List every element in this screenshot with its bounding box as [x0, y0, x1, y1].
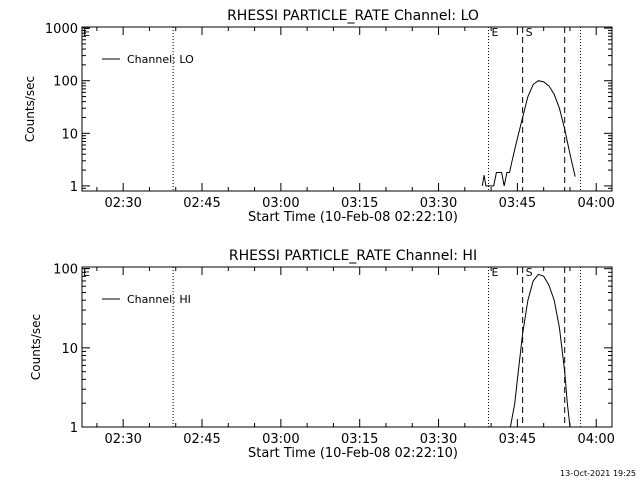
chart1-y-tick-label: 1: [70, 180, 78, 195]
chart2-x-tick-label: 02:45: [183, 432, 220, 447]
chart2-series-line: [509, 273, 571, 428]
chart1-y-tick-label: 1000: [45, 22, 78, 37]
chart1-left-edge-mark: E: [83, 26, 90, 39]
chart1-x-tick-label: 03:00: [262, 196, 299, 211]
chart2-x-tick-label: 03:00: [262, 432, 299, 447]
chart2-y-tick-label: 10: [61, 342, 78, 357]
chart2-legend-label: Channel: HI: [127, 293, 191, 306]
chart1-x-tick-label: 03:30: [420, 196, 457, 211]
chart1-title: RHESSI PARTICLE_RATE Channel: LO: [227, 8, 479, 24]
chart2-x-axis-label: Start Time (10-Feb-08 02:22:10): [248, 446, 458, 461]
chart1-plot-frame: [81, 26, 613, 192]
chart1-x-axis-label: Start Time (10-Feb-08 02:22:10): [248, 210, 458, 225]
chart1-y-tick-label: 100: [53, 75, 78, 90]
chart1-y-axis-label: Counts/sec: [23, 76, 37, 142]
chart1-vline-label: E: [491, 26, 498, 39]
chart1-x-tick-label: 03:45: [499, 196, 536, 211]
chart2-y-axis-label: Counts/sec: [29, 314, 43, 380]
chart1-x-tick-label: 02:45: [183, 196, 220, 211]
chart2-x-tick-label: 03:45: [499, 432, 536, 447]
chart2-vline-label: S: [526, 266, 533, 279]
chart2-y-tick-label: 100: [53, 263, 78, 278]
chart2-x-tick-label: 03:15: [341, 432, 378, 447]
chart1-x-tick-label: 04:00: [577, 196, 614, 211]
chart2-x-tick-label: 02:30: [104, 432, 141, 447]
chart2-x-tick-label: 03:30: [420, 432, 457, 447]
chart1-x-tick-label: 02:30: [104, 196, 141, 211]
footer-timestamp: 13-Oct-2021 19:25: [560, 469, 636, 478]
chart2-plot-frame: [81, 266, 613, 428]
chart1-vline-label: S: [526, 26, 533, 39]
chart1-x-tick-label: 03:15: [341, 196, 378, 211]
chart2-vline-label: E: [491, 266, 498, 279]
chart2-y-tick-label: 1: [70, 421, 78, 436]
chart2-title: RHESSI PARTICLE_RATE Channel: HI: [229, 248, 477, 264]
chart1-y-tick-label: 10: [61, 127, 78, 142]
chart2-left-edge-mark: E: [83, 266, 90, 279]
chart1-series-line: [481, 80, 576, 187]
chart2-x-tick-label: 04:00: [577, 432, 614, 447]
chart1-legend-label: Channel: LO: [127, 53, 194, 66]
